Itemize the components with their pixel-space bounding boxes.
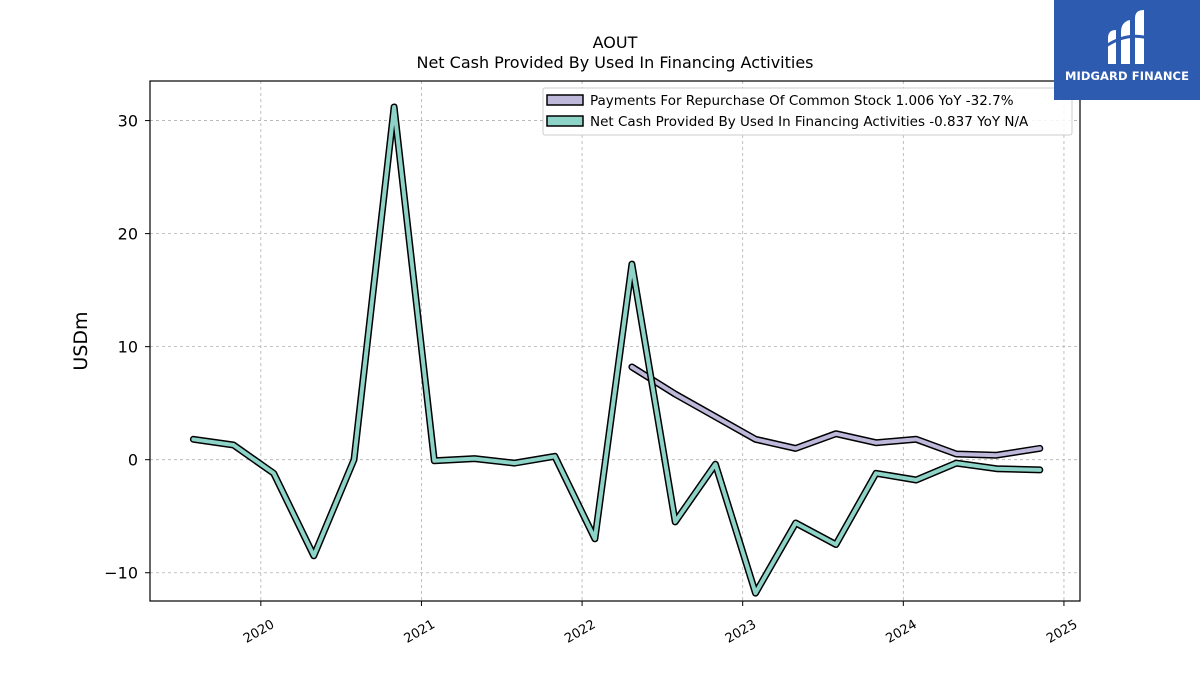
legend-swatch-1 bbox=[546, 94, 584, 106]
y-tick-label: 30 bbox=[118, 112, 138, 131]
y-tick-label: −10 bbox=[104, 564, 138, 583]
x-tick-label: 2023 bbox=[723, 617, 759, 647]
chart-subtitle: Net Cash Provided By Used In Financing A… bbox=[416, 53, 813, 72]
grid bbox=[150, 81, 1080, 601]
chart-title: AOUT bbox=[593, 33, 638, 52]
y-tick-label: 10 bbox=[118, 338, 138, 357]
x-tick-label: 2022 bbox=[562, 617, 598, 647]
logo: MIDGARD FINANCE bbox=[1054, 0, 1200, 100]
legend-swatch-2 bbox=[546, 115, 584, 127]
series-line-1 bbox=[629, 365, 1042, 458]
series-line-2 bbox=[191, 105, 1042, 596]
plot-frame bbox=[149, 80, 1081, 602]
legend-label-2: Net Cash Provided By Used In Financing A… bbox=[590, 114, 1029, 130]
x-tick-label: 2021 bbox=[402, 617, 438, 647]
legend: Payments For Repurchase Of Common Stock … bbox=[542, 87, 1073, 136]
legend-box bbox=[542, 87, 1073, 136]
y-tick-label: 20 bbox=[118, 225, 138, 244]
series-outline-2 bbox=[189, 103, 1044, 597]
logo-text: MIDGARD FINANCE bbox=[1064, 69, 1190, 83]
legend-label-1: Payments For Repurchase Of Common Stock … bbox=[590, 93, 1014, 109]
midgard-finance-logo-mark-icon bbox=[1105, 10, 1149, 64]
x-tick-label: 2025 bbox=[1044, 617, 1080, 647]
axis-ticks: −10 0 10 20 30 2020 2021 2022 2023 2024 2025 bbox=[104, 112, 1080, 647]
x-tick-label: 2024 bbox=[883, 617, 919, 647]
series-outline-1 bbox=[628, 363, 1044, 459]
series-layer bbox=[189, 103, 1044, 597]
y-tick-label: 0 bbox=[128, 451, 138, 470]
y-axis-label: USDm bbox=[70, 311, 92, 370]
x-tick-label: 2020 bbox=[241, 617, 277, 647]
